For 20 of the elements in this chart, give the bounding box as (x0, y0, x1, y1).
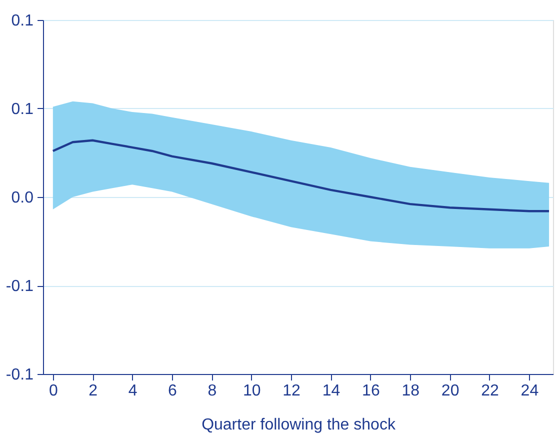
x-tick-label: 16 (362, 382, 380, 400)
x-tick-label: 12 (282, 382, 301, 400)
x-tick-label: 24 (520, 382, 539, 400)
y-tick-label: 0.1 (11, 101, 34, 118)
x-tick-label: 4 (128, 382, 138, 400)
y-tick-label: -0.1 (6, 366, 34, 384)
x-tick-label: 10 (242, 382, 261, 400)
x-tick-label: 2 (88, 382, 98, 400)
y-tick-label: -0.1 (6, 278, 34, 295)
x-tick-label: 20 (441, 382, 460, 400)
y-tick-label: 0.0 (11, 190, 34, 206)
x-tick-label: 14 (322, 382, 340, 400)
x-tick-label: 0 (48, 382, 58, 400)
y-tick-label: 0.1 (11, 12, 34, 30)
line-series (52, 139, 550, 212)
x-tick-label: 22 (481, 382, 499, 400)
x-axis-title: Quarter following the shock (202, 416, 396, 434)
x-tick-label: 18 (402, 382, 420, 400)
x-tick-label: 6 (168, 382, 178, 400)
x-tick-label: 8 (208, 382, 217, 400)
